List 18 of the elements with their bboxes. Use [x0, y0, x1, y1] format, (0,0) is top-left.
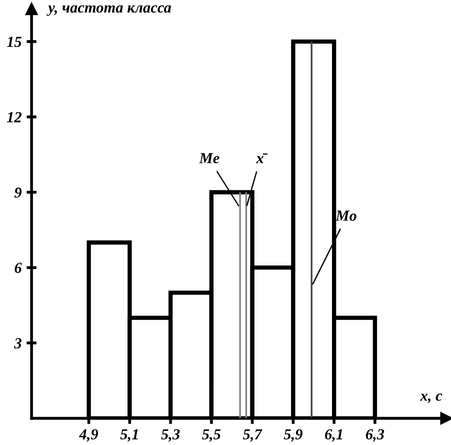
- x-tick-label: 5,5: [202, 429, 221, 442]
- y-tick-label: 3: [14, 338, 22, 348]
- x-tick-label: 5,3: [161, 429, 180, 442]
- x-tick-label: 6,3: [366, 429, 384, 442]
- y-tick-label: 9: [14, 187, 22, 198]
- ref-line-label: Me: [199, 153, 220, 164]
- x-tick-label: 4,9: [79, 429, 98, 442]
- x-tick-label: 5,1: [120, 429, 138, 442]
- y-tick-label: 6: [14, 262, 22, 274]
- y-tick-label: 12: [6, 112, 22, 122]
- x-tick-label: 5,9: [284, 429, 302, 442]
- x-tick-label: 6,1: [325, 429, 342, 442]
- ref-line-label: x̄: [256, 153, 268, 164]
- y-tick-label: 15: [6, 36, 22, 48]
- ref-line-label: Mo: [336, 210, 356, 221]
- x-axis-title: x, с: [420, 394, 442, 404]
- y-axis-title: y, частота класса: [46, 5, 172, 16]
- x-tick-label: 5,7: [242, 429, 262, 442]
